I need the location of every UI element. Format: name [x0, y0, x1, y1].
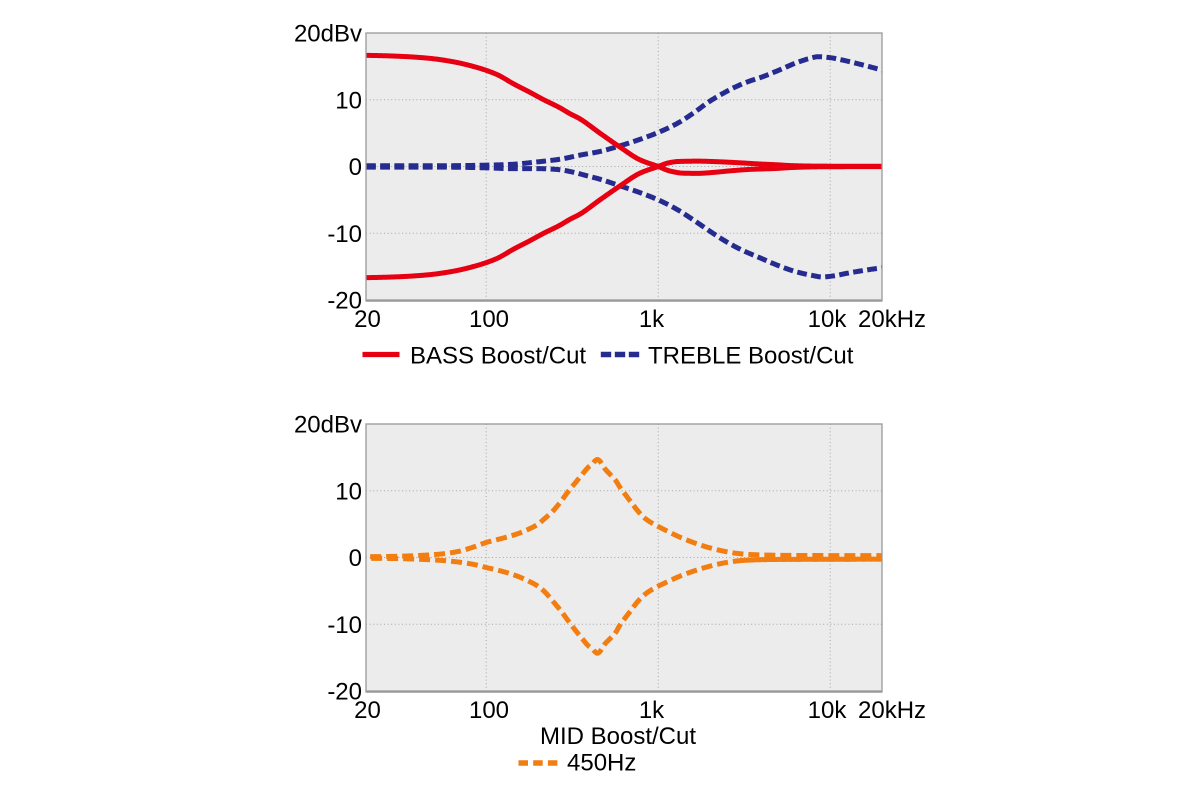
svg-text:-20: -20: [327, 679, 362, 706]
svg-text:-10: -10: [327, 612, 362, 639]
svg-text:100: 100: [469, 697, 509, 724]
svg-text:TREBLE Boost/Cut: TREBLE Boost/Cut: [648, 343, 854, 370]
svg-text:20kHz: 20kHz: [858, 306, 926, 333]
svg-text:BASS Boost/Cut: BASS Boost/Cut: [410, 343, 586, 370]
svg-text:20dBv: 20dBv: [294, 412, 362, 439]
svg-text:10: 10: [335, 87, 362, 114]
svg-text:100: 100: [469, 306, 509, 333]
svg-text:10k: 10k: [808, 306, 848, 333]
svg-text:0: 0: [349, 545, 362, 572]
svg-text:20: 20: [354, 306, 381, 333]
svg-text:0: 0: [349, 154, 362, 181]
svg-text:10: 10: [335, 478, 362, 505]
svg-text:10k: 10k: [808, 697, 848, 724]
svg-text:20: 20: [354, 697, 381, 724]
svg-text:1k: 1k: [639, 306, 665, 333]
svg-text:1k: 1k: [639, 697, 665, 724]
svg-text:-10: -10: [327, 221, 362, 248]
svg-text:450Hz: 450Hz: [567, 750, 636, 777]
svg-text:20dBv: 20dBv: [294, 21, 362, 48]
svg-text:20kHz: 20kHz: [858, 697, 926, 724]
svg-text:-20: -20: [327, 288, 362, 315]
svg-text:MID Boost/Cut: MID Boost/Cut: [540, 723, 696, 750]
